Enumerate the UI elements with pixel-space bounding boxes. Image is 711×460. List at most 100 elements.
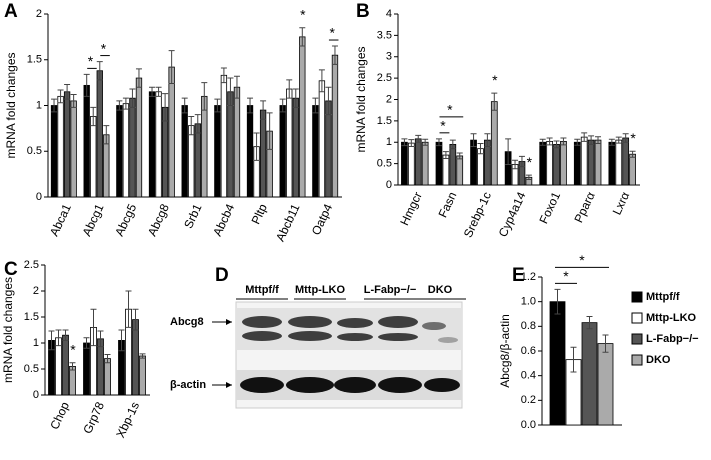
bar bbox=[62, 334, 69, 396]
panel-letter: C bbox=[4, 259, 18, 280]
bar bbox=[181, 105, 188, 198]
error-bar bbox=[608, 138, 615, 146]
bar bbox=[83, 84, 90, 198]
error-bar bbox=[260, 100, 267, 120]
x-tick-label: Abca1 bbox=[47, 201, 74, 238]
error-bar bbox=[312, 97, 319, 114]
bar bbox=[148, 91, 156, 198]
significance-mark: * bbox=[492, 72, 498, 88]
x-tick-label: Abcg8 bbox=[145, 201, 172, 238]
y-tick-label: 0 bbox=[33, 389, 39, 401]
y-tick-label: 0.0 bbox=[521, 419, 536, 431]
bar bbox=[50, 105, 58, 198]
significance-mark: * bbox=[579, 252, 585, 268]
y-tick-label: 0.2 bbox=[521, 394, 536, 406]
error-bar bbox=[505, 138, 512, 165]
legend-swatch bbox=[631, 291, 643, 303]
error-bar bbox=[62, 329, 69, 341]
arrow-head bbox=[226, 319, 232, 325]
significance-mark: * bbox=[300, 6, 306, 22]
error-bar bbox=[69, 362, 76, 371]
panel-letter: B bbox=[356, 1, 370, 22]
abcg8-bands bbox=[242, 316, 458, 343]
bar bbox=[449, 143, 457, 186]
y-tick-label: 1 bbox=[36, 99, 42, 111]
error-bar bbox=[220, 67, 227, 84]
error-bar bbox=[286, 79, 293, 99]
legend-label: DKO bbox=[646, 354, 671, 366]
x-tick-label: Hmgcr bbox=[397, 190, 425, 228]
bar bbox=[227, 91, 234, 198]
error-bar bbox=[470, 133, 477, 148]
error-bar bbox=[553, 140, 560, 149]
error-bar bbox=[325, 86, 332, 116]
error-bar bbox=[435, 138, 442, 147]
error-bar bbox=[139, 353, 146, 359]
y-tick-label: 0.8 bbox=[521, 320, 536, 332]
x-tick-label: Abcg1 bbox=[80, 201, 107, 238]
y-tick-label: 1 bbox=[386, 136, 392, 148]
error-bar bbox=[318, 69, 325, 93]
error-bar bbox=[422, 138, 429, 146]
y-tick-label: 1.5 bbox=[377, 115, 392, 127]
band-strip bbox=[236, 308, 462, 350]
bar bbox=[135, 77, 143, 198]
error-bar bbox=[560, 137, 567, 146]
bar bbox=[104, 358, 111, 396]
legend-label: Mttpf/f bbox=[646, 291, 680, 303]
y-tick-label: 2 bbox=[386, 93, 392, 105]
bar bbox=[132, 319, 139, 396]
bar bbox=[259, 109, 267, 198]
group-label: L-Fabp−/− bbox=[364, 284, 417, 296]
error-bar bbox=[491, 92, 498, 111]
error-bar bbox=[188, 115, 195, 136]
bar bbox=[97, 338, 104, 396]
error-bar bbox=[233, 75, 240, 99]
bar bbox=[594, 139, 602, 186]
y-tick-label: 0.6 bbox=[521, 345, 536, 357]
bar bbox=[312, 105, 319, 198]
error-bar bbox=[525, 174, 532, 180]
y-axis-label: mRNA fold changes bbox=[1, 277, 15, 383]
bar bbox=[246, 105, 254, 198]
x-tick-label: Srb1 bbox=[181, 201, 205, 230]
y-tick-label: 2.5 bbox=[377, 72, 392, 84]
significance-mark: * bbox=[563, 268, 569, 284]
error-bar bbox=[116, 100, 123, 111]
bar bbox=[70, 100, 77, 198]
bar bbox=[539, 141, 547, 186]
y-axis-label: Abcg8/β-actin bbox=[498, 314, 512, 388]
significance-mark: * bbox=[630, 130, 636, 146]
error-bar bbox=[103, 125, 110, 145]
error-bar bbox=[331, 45, 338, 65]
error-bar bbox=[55, 329, 62, 347]
x-tick-label: Chop bbox=[47, 399, 72, 431]
significance-mark: * bbox=[440, 118, 446, 134]
bar bbox=[63, 91, 71, 198]
x-tick-label: Fasn bbox=[435, 190, 459, 220]
bar bbox=[573, 141, 581, 186]
y-tick-label: 2 bbox=[36, 8, 42, 20]
bar bbox=[560, 140, 567, 186]
bar bbox=[608, 141, 616, 186]
bar bbox=[421, 141, 429, 186]
bar bbox=[580, 136, 588, 186]
arrow-head bbox=[226, 382, 232, 388]
significance-mark: * bbox=[101, 40, 107, 56]
bar bbox=[129, 97, 136, 198]
bar bbox=[57, 95, 64, 198]
bar bbox=[629, 153, 636, 186]
error-bar bbox=[299, 27, 306, 47]
bar bbox=[220, 74, 228, 198]
bar bbox=[116, 105, 123, 198]
error-bar bbox=[442, 151, 449, 159]
bar bbox=[553, 143, 560, 186]
error-bar bbox=[484, 133, 491, 148]
x-tick-label: Oatp4 bbox=[309, 201, 336, 237]
error-bar bbox=[581, 132, 588, 142]
x-tick-label: Abcb4 bbox=[210, 201, 237, 238]
bar bbox=[69, 365, 76, 396]
error-bar bbox=[595, 136, 602, 145]
